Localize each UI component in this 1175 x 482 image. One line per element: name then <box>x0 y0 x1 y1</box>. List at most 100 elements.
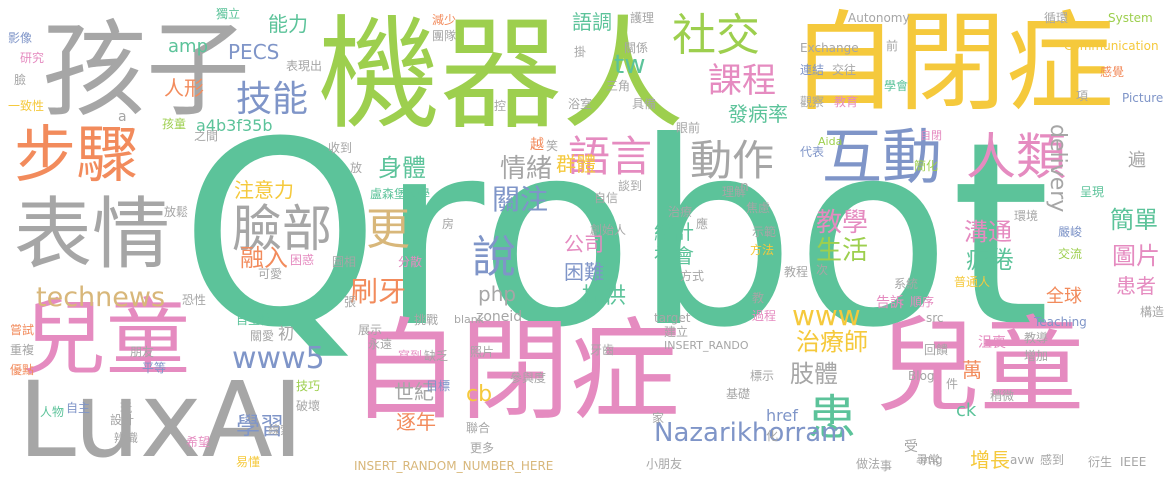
word-image: 影像 <box>8 31 33 45</box>
word-technique: 技巧 <box>296 379 321 393</box>
word-humanoid: 人形 <box>164 76 204 100</box>
word-initial: 初 <box>278 324 295 343</box>
word-autonomy: Autonomy <box>848 11 910 25</box>
word-the-more: 越 <box>530 137 544 153</box>
word-photo: 照片 <box>470 345 495 359</box>
word-img: img <box>920 453 943 467</box>
word-participation: 參與度 <box>510 371 547 385</box>
word-label: 標示 <box>750 369 775 383</box>
word-kids: 孩子 <box>42 9 251 131</box>
word-ability: 能力 <box>268 12 308 36</box>
word-ordinary-people: 普通人 <box>954 275 991 289</box>
word-independent: 獨立 <box>216 7 241 21</box>
word-nazarikhorram: Nazarikhorram <box>654 418 847 448</box>
word-feel: 感到 <box>1040 453 1065 467</box>
word-hang: 掛 <box>574 45 587 59</box>
word-provide: 提供 <box>582 284 627 309</box>
word-connect: 連結 <box>800 63 825 77</box>
word-century: 世紀 <box>394 380 434 404</box>
word-php: php <box>478 282 517 306</box>
word-therapist: 治療師 <box>796 328 868 356</box>
word-expression: 表情 <box>14 190 171 280</box>
word-statistics: 統計 <box>654 220 694 244</box>
word-show-out: 表現出 <box>286 59 323 73</box>
word-team: 團隊 <box>432 29 457 43</box>
word-play: 玩 <box>120 401 133 415</box>
word-autistic: 自閉 <box>920 129 942 142</box>
word-exchange: Exchange <box>800 41 859 55</box>
word-confidence: 自信 <box>594 191 619 205</box>
word-face-small: 臉 <box>14 73 27 87</box>
word-cb: cb <box>466 382 493 407</box>
word-present: 呈現 <box>1080 185 1105 199</box>
word-brush-teeth: 刷牙 <box>350 275 407 308</box>
word-incidence: 發病率 <box>728 102 788 126</box>
word-derive: 衍生 <box>1088 455 1113 469</box>
word-increase: 增加 <box>1024 349 1049 363</box>
word-autism-pink: 自閉症 <box>350 307 680 435</box>
word-intonation: 語調 <box>572 10 612 34</box>
word-founder: 創始人 <box>590 223 627 237</box>
word-children-left: 兒童 <box>22 289 191 387</box>
word-language: 語言 <box>568 132 653 181</box>
word-autism-gold: 自閉症 <box>790 1 1115 126</box>
word-design: 設計 <box>110 413 135 427</box>
word-pervasive: 遍 <box>1128 150 1146 171</box>
word-hash: a4b3f35b <box>196 116 273 135</box>
word-learn: 學習 <box>236 412 284 440</box>
word-skill: 技能 <box>236 79 309 120</box>
word-autonomy-zh: 自主 <box>66 401 91 415</box>
word-thing: 事 <box>880 459 893 473</box>
word-bathroom: 浴室 <box>568 97 593 111</box>
word-society: 社會 <box>654 244 694 268</box>
word-loop: 循環 <box>1044 11 1069 25</box>
word-demonstrate: 示範 <box>752 225 777 239</box>
word-relationship: 關係 <box>624 41 649 55</box>
word-image-relate: 圖相 <box>332 255 357 269</box>
word-teaching-en: Teaching <box>1034 315 1087 329</box>
word-integrate: 融入 <box>240 244 288 272</box>
word-blog: Blog <box>908 369 935 383</box>
word-anxiety: 焦慮 <box>746 201 771 215</box>
word-communicate: 溝通 <box>964 218 1012 246</box>
word-ten-thousand: 萬 <box>962 358 982 382</box>
word-practice: 做法 <box>856 457 881 471</box>
word-amp: amp <box>168 36 208 57</box>
word-goal: 目標 <box>426 379 451 393</box>
word-group: 群體 <box>556 152 596 176</box>
word-represent: 代表 <box>800 145 825 159</box>
word-advantage: 優點 <box>10 363 35 377</box>
word-feeling: 感覺 <box>1100 65 1125 79</box>
word-global: 全球 <box>1046 286 1082 307</box>
word-aida: Aida <box>818 135 843 148</box>
word-triangle: 三角 <box>606 79 631 93</box>
word-robot-chinese: 機器人 <box>318 4 684 146</box>
word-luxai: LuxAI <box>18 359 304 481</box>
word-guide: 教導 <box>1024 331 1049 345</box>
word-observe: 觀察 <box>800 95 825 109</box>
word-repeat: 重複 <box>10 343 35 357</box>
word-company: 公司 <box>564 232 604 256</box>
word-ck: ck <box>956 400 977 421</box>
word-zoneid: zoneid <box>476 309 523 325</box>
word-insert-rando: INSERT_RANDO <box>664 339 749 352</box>
word-try: 嘗試 <box>10 323 35 337</box>
word-ieee: IEEE <box>1120 455 1147 469</box>
word-system-zh: 系統 <box>894 277 919 291</box>
word-suffer: 患 <box>808 390 857 446</box>
word-should: 應 <box>696 217 709 231</box>
word-slightly: 稍微 <box>990 389 1015 403</box>
word-tired: 疲倦 <box>966 246 1014 274</box>
word-university: 盧森堡大學 <box>370 187 431 201</box>
word-hope: 希望 <box>186 435 211 449</box>
word-control: 控 <box>494 99 507 113</box>
word-transform: 化 <box>766 429 779 443</box>
word-order: 順序 <box>910 295 935 309</box>
word-www5: www5 <box>232 341 325 376</box>
word-autonomy-nature: 自主性 <box>236 313 273 327</box>
word-href: href <box>766 406 798 425</box>
word-easy: 易懂 <box>236 455 261 469</box>
word-insert-random-number: INSERT_RANDOM_NUMBER_HERE <box>354 459 554 473</box>
word-body: 身體 <box>378 154 426 182</box>
word-foundation: 基礎 <box>726 387 751 401</box>
